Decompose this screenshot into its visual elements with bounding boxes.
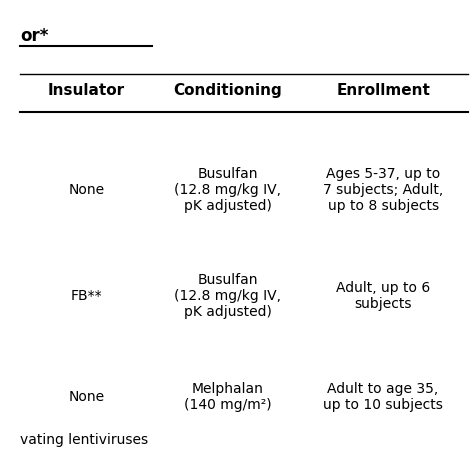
Text: Ages 5-37, up to
7 subjects; Adult,
up to 8 subjects: Ages 5-37, up to 7 subjects; Adult, up t… — [323, 167, 443, 213]
Text: None: None — [68, 183, 104, 197]
Text: FB**: FB** — [71, 289, 102, 303]
Text: Conditioning: Conditioning — [173, 83, 282, 99]
Text: Insulator: Insulator — [48, 83, 125, 99]
Text: Melphalan
(140 mg/m²): Melphalan (140 mg/m²) — [184, 382, 272, 412]
Text: Adult, up to 6
subjects: Adult, up to 6 subjects — [336, 281, 430, 311]
Text: Busulfan
(12.8 mg/kg IV,
pK adjusted): Busulfan (12.8 mg/kg IV, pK adjusted) — [174, 167, 281, 213]
Text: or*: or* — [20, 27, 49, 46]
Text: Enrollment: Enrollment — [336, 83, 430, 99]
Text: vating lentiviruses: vating lentiviruses — [20, 433, 148, 447]
Text: None: None — [68, 390, 104, 404]
Text: Adult to age 35,
up to 10 subjects: Adult to age 35, up to 10 subjects — [323, 382, 443, 412]
Text: Busulfan
(12.8 mg/kg IV,
pK adjusted): Busulfan (12.8 mg/kg IV, pK adjusted) — [174, 273, 281, 319]
